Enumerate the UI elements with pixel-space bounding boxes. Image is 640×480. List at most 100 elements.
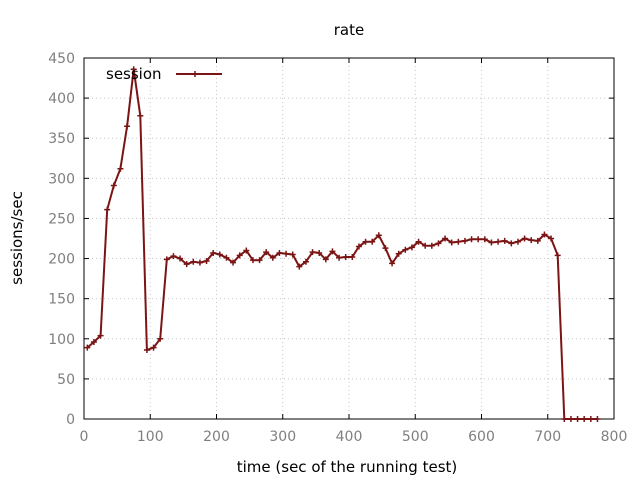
x-tick-label: 500: [402, 429, 429, 445]
y-tick-label: 350: [48, 131, 75, 147]
data-point: [349, 253, 356, 260]
data-point: [230, 259, 237, 266]
x-tick-labels: 0 100 200 300 400 500 600 700 800: [80, 429, 628, 445]
data-point: [514, 238, 521, 245]
x-tick-label: 300: [269, 429, 296, 445]
x-tick-label: 800: [601, 429, 628, 445]
data-point: [249, 257, 256, 264]
y-tick-label: 450: [48, 51, 75, 67]
y-tick-label: 0: [66, 412, 75, 428]
data-point: [263, 249, 270, 256]
data-point: [150, 344, 157, 351]
data-point: [455, 238, 462, 245]
data-point: [322, 256, 329, 263]
data-point: [336, 254, 343, 261]
data-point: [521, 235, 528, 242]
data-point: [210, 249, 217, 256]
x-tick-label: 400: [336, 429, 363, 445]
data-point: [382, 245, 389, 252]
data-point: [329, 248, 336, 255]
series-line: [86, 68, 598, 420]
data-point: [435, 240, 442, 247]
legend: session: [106, 65, 222, 83]
data-point: [541, 231, 548, 238]
x-tick-label: 100: [137, 429, 164, 445]
data-point: [296, 263, 303, 270]
x-tick-label: 700: [534, 429, 561, 445]
y-tick-labels: 0 50 100 150 200 250 300 350 400 450: [48, 51, 75, 428]
data-point: [389, 260, 396, 267]
data-point: [196, 259, 203, 266]
data-point: [256, 257, 263, 264]
data-point: [501, 237, 508, 244]
data-point: [495, 238, 502, 245]
data-point: [548, 235, 555, 242]
data-point: [124, 123, 131, 130]
data-point: [163, 256, 170, 263]
data-point: [289, 251, 296, 258]
y-tick-label: 50: [57, 372, 75, 388]
x-tick-label: 0: [80, 429, 89, 445]
data-point: [594, 416, 601, 422]
y-tick-label: 250: [48, 211, 75, 227]
data-point: [170, 253, 177, 260]
y-tick-label: 200: [48, 252, 75, 268]
data-point: [90, 338, 97, 345]
data-point: [395, 250, 402, 257]
x-tick-label: 200: [203, 429, 230, 445]
series-session: [84, 66, 601, 422]
data-point: [236, 252, 243, 259]
data-point: [574, 416, 581, 422]
data-point: [422, 242, 429, 249]
x-tick-label: 600: [468, 429, 495, 445]
data-point: [355, 243, 362, 250]
data-point: [534, 237, 541, 244]
chart-title: rate: [334, 21, 364, 39]
grid-lines: [84, 58, 614, 419]
data-point: [528, 237, 535, 244]
data-point: [283, 250, 290, 257]
data-point: [269, 254, 276, 261]
data-point: [554, 252, 561, 259]
data-point: [587, 416, 594, 422]
y-tick-label: 300: [48, 171, 75, 187]
data-point: [581, 416, 588, 422]
data-point: [143, 347, 150, 354]
data-point: [110, 182, 117, 189]
data-point: [84, 344, 91, 351]
data-point: [177, 255, 184, 262]
data-point: [415, 238, 422, 245]
data-point: [428, 242, 435, 249]
data-point: [369, 238, 376, 245]
y-tick-label: 100: [48, 332, 75, 348]
data-point: [375, 232, 382, 239]
data-point: [97, 332, 104, 339]
axis-ticks: [83, 57, 615, 420]
data-point: [461, 237, 468, 244]
data-point: [309, 249, 316, 256]
data-point: [157, 335, 164, 342]
data-point: [223, 254, 230, 261]
data-point: [475, 236, 482, 243]
data-point: [117, 165, 124, 172]
data-point: [402, 246, 409, 253]
data-point: [362, 238, 369, 245]
data-point: [243, 247, 250, 254]
data-point: [408, 244, 415, 251]
data-point: [276, 249, 283, 256]
data-point: [442, 235, 449, 242]
data-point: [468, 236, 475, 243]
data-point: [448, 239, 455, 246]
data-point: [137, 112, 144, 119]
data-point: [488, 239, 495, 246]
data-point: [316, 249, 323, 256]
legend-label-session: session: [106, 65, 162, 83]
data-point: [104, 206, 111, 213]
data-point: [203, 257, 210, 264]
data-point: [561, 416, 568, 422]
data-point: [481, 236, 488, 243]
data-point: [302, 258, 309, 265]
y-tick-label: 400: [48, 91, 75, 107]
x-axis-label: time (sec of the running test): [237, 458, 458, 476]
